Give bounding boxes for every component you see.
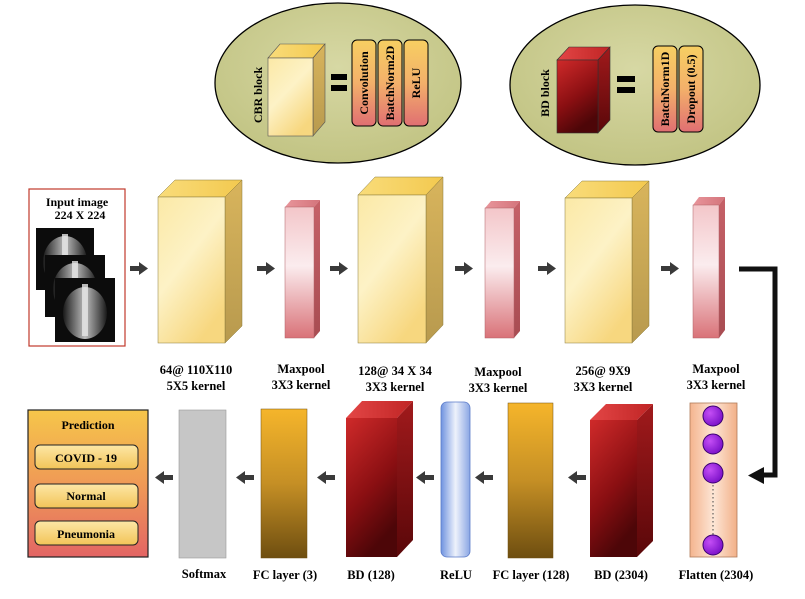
maxpool-block-1 xyxy=(284,200,320,339)
bd-legend: BD block BatchNorm1D Dropout (0.5) xyxy=(509,4,761,166)
relu-label: ReLU xyxy=(440,568,472,582)
flatten-label: Flatten (2304) xyxy=(679,568,754,582)
prediction-class-normal: Normal xyxy=(34,483,139,509)
fc-128-label: FC layer (128) xyxy=(493,568,570,582)
cbr-block-256 xyxy=(564,180,650,344)
arrow-left-icon xyxy=(475,471,493,484)
bd-equals-sign xyxy=(617,76,635,93)
arrow-left-icon xyxy=(317,471,335,484)
row1-labels: 64@ 110X110 5X5 kernel Maxpool 3X3 kerne… xyxy=(160,362,746,395)
arrow-left-icon xyxy=(236,471,254,484)
flatten-layer xyxy=(689,402,738,558)
arrow-left-icon xyxy=(155,471,173,484)
cbr-cube-icon xyxy=(267,43,326,137)
prediction-title: Prediction xyxy=(61,418,114,432)
cbr-256-kernel: 3X3 kernel xyxy=(574,380,633,394)
maxpool-2-label: Maxpool xyxy=(474,365,522,379)
fc-3-label: FC layer (3) xyxy=(253,568,317,582)
row2-labels: Flatten (2304) BD (2304) FC layer (128) … xyxy=(182,567,754,582)
xray-stack-image xyxy=(36,228,115,342)
bd-cube-icon xyxy=(556,46,611,134)
bd-component-dropout: Dropout (0.5) xyxy=(678,45,704,133)
svg-text:Dropout (0.5): Dropout (0.5) xyxy=(684,54,698,123)
maxpool-3-label: Maxpool xyxy=(692,362,740,376)
cbr-component-relu: ReLU xyxy=(403,39,429,127)
cbr-256-label: 256@ 9X9 xyxy=(575,364,630,378)
maxpool-block-3 xyxy=(692,197,725,339)
fc-layer-3 xyxy=(260,408,308,559)
row-connector-arrow xyxy=(739,266,778,484)
bd-block-2304 xyxy=(590,404,653,557)
input-image-title: Input image xyxy=(46,195,109,209)
svg-text:Convolution: Convolution xyxy=(357,51,371,115)
prediction-class-pneumonia: Pneumonia xyxy=(34,520,139,546)
arrow-right-icon xyxy=(330,262,348,275)
bd-2304-label: BD (2304) xyxy=(594,568,648,582)
bd-legend-name: BD block xyxy=(538,69,552,117)
cbr-128-kernel: 3X3 kernel xyxy=(366,380,425,394)
arrow-right-icon xyxy=(661,262,679,275)
bd-component-batchnorm1d: BatchNorm1D xyxy=(652,45,678,133)
prediction-panel: Prediction COVID - 19 Normal Pneumonia xyxy=(27,409,149,558)
arrow-right-icon xyxy=(257,262,275,275)
input-image-box: Input image 224 X 224 xyxy=(28,188,126,347)
bd-128-label: BD (128) xyxy=(347,568,395,582)
prediction-class-covid: COVID - 19 xyxy=(34,444,139,470)
cbr-block-64 xyxy=(157,179,243,344)
cbr-64-label: 64@ 110X110 xyxy=(160,363,232,377)
arrow-right-icon xyxy=(130,262,148,275)
svg-text:BatchNorm1D: BatchNorm1D xyxy=(658,51,672,126)
maxpool-1-label: Maxpool xyxy=(277,362,325,376)
softmax-layer xyxy=(178,409,227,559)
maxpool-3-kernel: 3X3 kernel xyxy=(687,378,746,392)
cbr-legend: CBR block Convolution BatchNorm2D ReLU xyxy=(214,2,462,164)
cbr-block-128 xyxy=(357,176,444,344)
arrow-left-icon xyxy=(416,471,434,484)
arrow-right-icon xyxy=(538,262,556,275)
softmax-label: Softmax xyxy=(182,567,227,581)
cbr-equals-sign xyxy=(331,74,347,91)
maxpool-1-kernel: 3X3 kernel xyxy=(272,378,331,392)
svg-text:BatchNorm2D: BatchNorm2D xyxy=(383,45,397,120)
row1-arrows xyxy=(130,262,679,275)
arrow-left-icon xyxy=(568,471,586,484)
relu-layer xyxy=(440,401,471,558)
maxpool-2-kernel: 3X3 kernel xyxy=(469,381,528,395)
cbr-component-convolution: Convolution xyxy=(351,39,377,127)
arrow-right-icon xyxy=(455,262,473,275)
input-image-size: 224 X 224 xyxy=(55,208,106,222)
bd-block-128 xyxy=(346,401,413,557)
svg-text:Normal: Normal xyxy=(66,489,106,503)
maxpool-block-2 xyxy=(484,201,520,339)
cbr-legend-name: CBR block xyxy=(251,67,265,124)
xray-image-3 xyxy=(55,278,115,342)
row2-arrows xyxy=(155,471,586,484)
svg-text:Pneumonia: Pneumonia xyxy=(57,527,115,541)
svg-text:COVID - 19: COVID - 19 xyxy=(55,451,117,465)
svg-text:ReLU: ReLU xyxy=(409,67,423,98)
cbr-component-batchnorm2d: BatchNorm2D xyxy=(377,39,403,127)
fc-layer-128 xyxy=(507,402,554,559)
cbr-64-kernel: 5X5 kernel xyxy=(167,379,226,393)
cbr-128-label: 128@ 34 X 34 xyxy=(358,364,433,378)
